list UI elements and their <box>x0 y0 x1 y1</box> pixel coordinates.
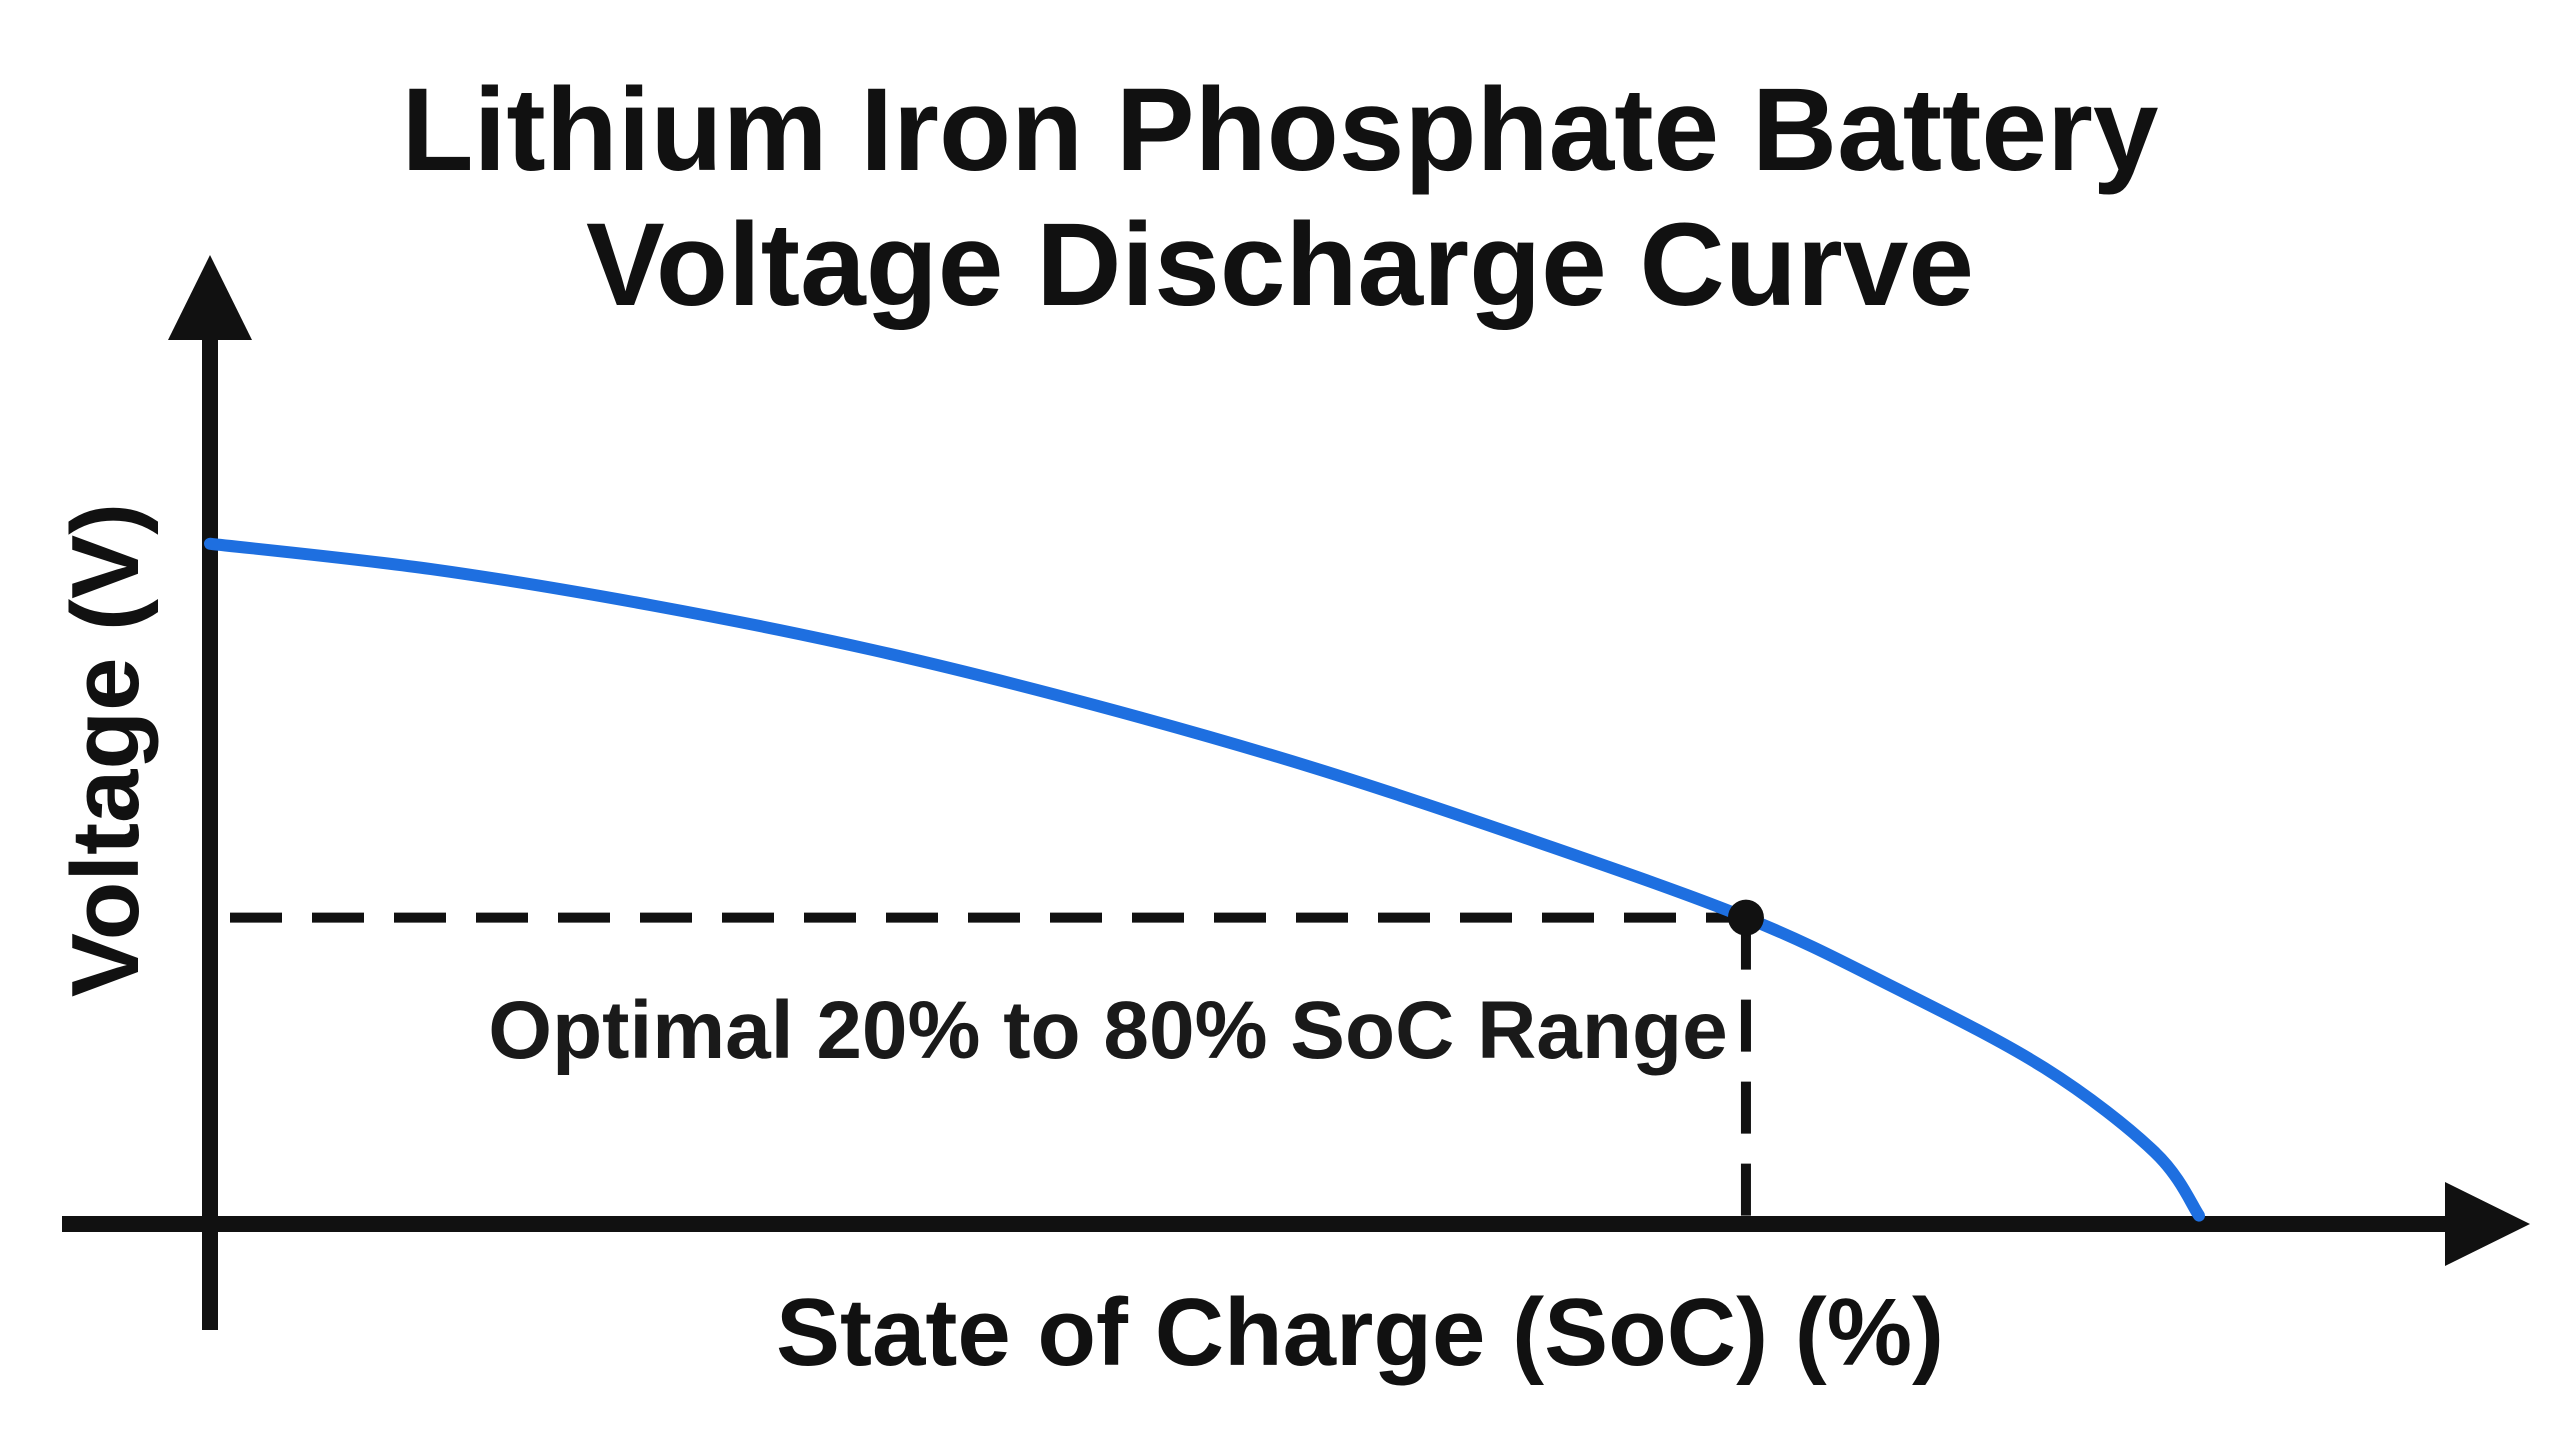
marker-point <box>1727 899 1764 936</box>
x-axis-arrow-icon <box>2445 1182 2530 1266</box>
range-annotation: Optimal 20% to 80% SoC Range <box>488 985 1727 1076</box>
chart-title-line-1: Lithium Iron Phosphate Battery <box>401 64 2158 196</box>
x-axis-label: State of Charge (SoC) (%) <box>776 1279 1944 1386</box>
chart-title-line-2: Voltage Discharge Curve <box>586 199 1974 331</box>
series-line <box>204 537 2205 1222</box>
y-axis-label: Voltage (V) <box>52 503 159 997</box>
y-axis-arrow-icon <box>168 255 252 340</box>
